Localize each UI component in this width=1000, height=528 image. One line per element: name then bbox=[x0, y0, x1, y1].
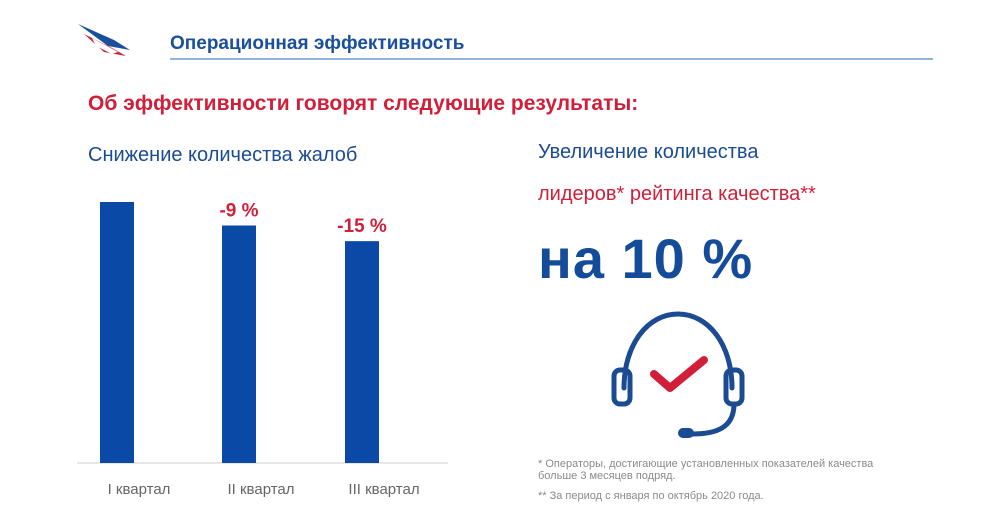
category-label-2: II квартал bbox=[227, 481, 294, 498]
bar-2 bbox=[222, 225, 256, 463]
category-label-1: I квартал bbox=[108, 481, 171, 498]
footnote-operators: * Операторы, достигающие установленных п… bbox=[538, 458, 874, 482]
bar-1 bbox=[100, 202, 134, 463]
footnote-period: ** За период с января по октябрь 2020 го… bbox=[538, 490, 764, 502]
slide-title: Операционная эффективность bbox=[170, 33, 465, 54]
leaders-caption: лидеров* рейтинга качества** bbox=[538, 183, 816, 205]
data-label-3: -15 % bbox=[337, 216, 387, 237]
increase-value: на 10 % bbox=[538, 227, 754, 290]
bar-3 bbox=[345, 241, 379, 463]
data-label-2: -9 % bbox=[219, 200, 258, 221]
title-divider bbox=[170, 58, 933, 60]
category-label-3: III квартал bbox=[348, 481, 419, 498]
increase-caption: Увеличение количества bbox=[538, 141, 759, 163]
airline-logo-icon bbox=[78, 24, 130, 56]
chart-title: Снижение количества жалоб bbox=[88, 144, 358, 166]
headset-check-icon bbox=[611, 311, 745, 438]
headline: Об эффективности говорят следующие резул… bbox=[88, 92, 639, 115]
